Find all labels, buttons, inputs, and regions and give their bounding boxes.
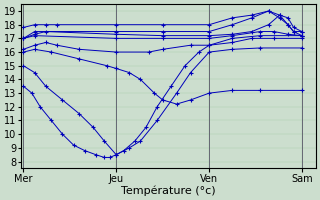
X-axis label: Température (°c): Température (°c) [121, 185, 216, 196]
